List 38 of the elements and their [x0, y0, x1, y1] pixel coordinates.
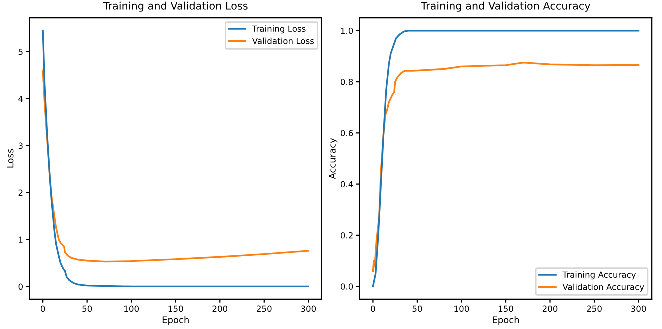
y-tick-label: 2 — [18, 190, 23, 196]
y-tick-label: 3 — [18, 142, 23, 150]
legend-label: Training Accuracy — [562, 272, 636, 280]
x-tick-label: 200 — [542, 306, 558, 312]
x-tick-label: 50 — [412, 306, 422, 312]
x-tick-label: 100 — [124, 306, 139, 312]
x-tick-label: 300 — [631, 306, 646, 312]
chart-title: Training and Validation Accuracy — [421, 2, 590, 12]
x-tick-label: 150 — [498, 306, 514, 312]
x-axis-title: Epoch — [162, 316, 189, 326]
y-tick-label: 0.4 — [340, 181, 354, 188]
y-tick-label: 1 — [19, 236, 23, 243]
x-tick-label: 300 — [301, 306, 316, 312]
x-axis-title: Epoch — [493, 316, 520, 326]
legend-label: Training Loss — [252, 26, 306, 34]
y-tick-label: 0.6 — [340, 130, 354, 136]
line-series — [372, 62, 640, 272]
x-tick-label: 0 — [371, 306, 376, 312]
legend-label: Validation Accuracy — [562, 284, 644, 292]
y-tick-label: 4 — [18, 96, 24, 102]
y-tick-label: 1.0 — [341, 28, 354, 34]
x-tick-label: 0 — [40, 306, 46, 312]
y-tick-label: 0.0 — [340, 284, 354, 290]
y-tick-label: 0.2 — [340, 232, 353, 239]
x-tick-label: 250 — [257, 306, 272, 312]
line-series — [42, 70, 310, 263]
x-tick-label: 100 — [454, 306, 470, 312]
x-tick-label: 150 — [168, 306, 184, 312]
legend-label: Validation Loss — [252, 38, 314, 44]
y-axis-title: Loss — [7, 149, 14, 168]
y-axis-title: Accuracy — [329, 138, 338, 180]
x-tick-label: 250 — [587, 306, 602, 312]
x-tick-label: 200 — [212, 306, 228, 312]
x-tick-label: 50 — [82, 306, 92, 312]
y-tick-label: 5 — [18, 48, 23, 56]
y-tick-label: 0.8 — [340, 79, 354, 86]
y-tick-label: 0 — [18, 284, 23, 290]
chart-title: Training and Validation Loss — [103, 2, 248, 12]
